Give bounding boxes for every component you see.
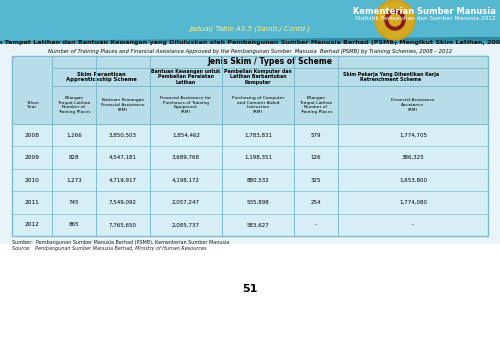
Text: Bilangan
Tempat Latihan
Number of
Training Places: Bilangan Tempat Latihan Number of Traini… (58, 96, 90, 114)
Text: 4,719,917: 4,719,917 (109, 177, 137, 183)
Bar (12, 56, 488, 236)
Bar (0, 44, 500, 354)
Text: Jenis Skim / Types of Scheme: Jenis Skim / Types of Scheme (208, 57, 332, 67)
Text: Pembelian Komputer dan
Latihan Berbantukan
Komputer: Pembelian Komputer dan Latihan Berbantuk… (224, 69, 292, 85)
Bar (0, 244, 500, 354)
Text: Number of Training Places and Financial Assistance Approved by the Pembangunan S: Number of Training Places and Financial … (48, 49, 452, 54)
Text: Tahun
Year: Tahun Year (26, 101, 38, 109)
Text: 1,774,080: 1,774,080 (399, 200, 427, 205)
Circle shape (377, 2, 413, 38)
Text: 3,850,503: 3,850,503 (109, 133, 137, 138)
Bar (12, 124, 488, 147)
Polygon shape (0, 0, 500, 40)
Text: 1,198,351: 1,198,351 (244, 155, 272, 160)
Text: 535,898: 535,898 (246, 200, 270, 205)
Text: 3,689,768: 3,689,768 (172, 155, 200, 160)
Text: 865: 865 (69, 222, 79, 227)
Text: 1,783,831: 1,783,831 (244, 133, 272, 138)
Text: Bilangan
Tempat Latihan
Number of
Training Places: Bilangan Tempat Latihan Number of Traini… (300, 96, 332, 114)
Bar (12, 213, 488, 236)
Text: Skim Perantisan
Apprenticeship Scheme: Skim Perantisan Apprenticeship Scheme (66, 72, 136, 82)
Circle shape (389, 14, 401, 26)
Text: Statistik Perburuhan dan Sumber Manusia 2012: Statistik Perburuhan dan Sumber Manusia … (355, 17, 496, 22)
Text: 2008: 2008 (24, 133, 40, 138)
Text: 2010: 2010 (24, 177, 40, 183)
Text: 1,774,705: 1,774,705 (399, 133, 427, 138)
Text: 2,057,247: 2,057,247 (172, 200, 200, 205)
Text: Bantuan Kewangan untuk
Pembelian Peralatan
Latihan: Bantuan Kewangan untuk Pembelian Peralat… (152, 69, 220, 85)
Circle shape (385, 10, 405, 30)
Text: 386,325: 386,325 (402, 155, 424, 160)
Text: Skim Pekerja Yang Dihentikan Kerja
Retrenchment Scheme: Skim Pekerja Yang Dihentikan Kerja Retre… (343, 72, 439, 82)
Text: 1,653,800: 1,653,800 (399, 177, 427, 183)
Text: -: - (315, 222, 317, 227)
Text: 51: 51 (242, 284, 258, 294)
Text: Financial Assistance
Assistance
(RM): Financial Assistance Assistance (RM) (391, 98, 435, 112)
Text: Jadual/ Table A3.5 (Samb./ Contd.): Jadual/ Table A3.5 (Samb./ Contd.) (190, 26, 310, 32)
Text: -: - (412, 222, 414, 227)
Text: 2,085,737: 2,085,737 (172, 222, 200, 227)
Text: 325: 325 (311, 177, 321, 183)
Circle shape (375, 0, 415, 40)
Text: 1,273: 1,273 (66, 177, 82, 183)
Text: 583,627: 583,627 (246, 222, 270, 227)
Text: Sumber:  Pembangunan Sumber Manusia Berhad (PSMB), Kementerian Sumber Manusia: Sumber: Pembangunan Sumber Manusia Berha… (12, 240, 230, 245)
Text: 828: 828 (69, 155, 79, 160)
Text: 2011: 2011 (24, 200, 40, 205)
Text: Purchasing of Computer
and Comuter Aided
Instruction
(RM): Purchasing of Computer and Comuter Aided… (232, 96, 284, 114)
Text: Source:   Pembangunan Sumber Manusia Berhad, Ministry of Human Resources: Source: Pembangunan Sumber Manusia Berha… (12, 246, 206, 251)
Bar (12, 169, 488, 191)
Text: 4,198,172: 4,198,172 (172, 177, 200, 183)
Text: 745: 745 (69, 200, 79, 205)
Text: 2012: 2012 (24, 222, 40, 227)
Text: 4,547,181: 4,547,181 (109, 155, 137, 160)
Text: Bantuan Kewangan
Financial Assistance
(RM): Bantuan Kewangan Financial Assistance (R… (101, 98, 145, 112)
Polygon shape (0, 0, 500, 40)
Bar (52, 56, 488, 68)
Bar (12, 147, 488, 169)
Text: Kementerian Sumber Manusia: Kementerian Sumber Manusia (353, 6, 496, 16)
Text: Bilangan Tempat Latihan dan Bantuan Kewangan yang Diluluskan oleh Pembangunan Su: Bilangan Tempat Latihan dan Bantuan Kewa… (0, 40, 500, 45)
Text: Financial Assistance for
Purchases of Training
Equipment
(RM): Financial Assistance for Purchases of Tr… (160, 96, 212, 114)
Text: 2009: 2009 (24, 155, 40, 160)
Text: 579: 579 (311, 133, 321, 138)
Text: 1,266: 1,266 (66, 133, 82, 138)
Text: 880,532: 880,532 (246, 177, 270, 183)
Text: 7,765,650: 7,765,650 (109, 222, 137, 227)
Bar (12, 56, 488, 236)
Text: 1,854,462: 1,854,462 (172, 133, 200, 138)
Text: 126: 126 (311, 155, 321, 160)
Bar (12, 191, 488, 213)
Text: 7,549,092: 7,549,092 (109, 200, 137, 205)
Text: 254: 254 (311, 200, 321, 205)
Bar (0, 0, 500, 40)
